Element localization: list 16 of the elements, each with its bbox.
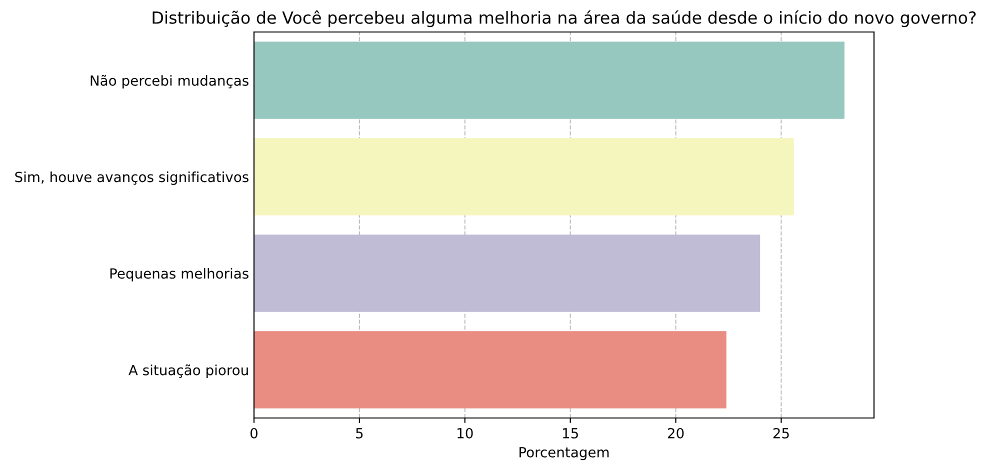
- y-tick-label: Pequenas melhorias: [110, 268, 248, 282]
- bar: [254, 42, 844, 119]
- y-tick-label: A situação piorou: [128, 364, 248, 378]
- x-tick-label: 0: [250, 428, 258, 438]
- x-tick-label: 10: [458, 428, 473, 438]
- bar: [254, 234, 760, 312]
- x-axis-title: Porcentagem: [520, 447, 609, 460]
- x-tick-label: 15: [563, 428, 578, 438]
- bar: [254, 138, 794, 216]
- x-tick-label: 5: [356, 428, 363, 438]
- chart-title: Distribuição de Você percebeu alguma melhoria na área da saúde desde o início do novo governo?: [152, 10, 976, 28]
- x-tick-label: 25: [773, 428, 789, 438]
- y-tick-label: Sim, houve avanços significativos: [15, 171, 248, 185]
- y-tick-label: Não percebi mudanças: [90, 74, 248, 89]
- x-tick-label: 20: [668, 428, 684, 438]
- bar: [254, 331, 726, 408]
